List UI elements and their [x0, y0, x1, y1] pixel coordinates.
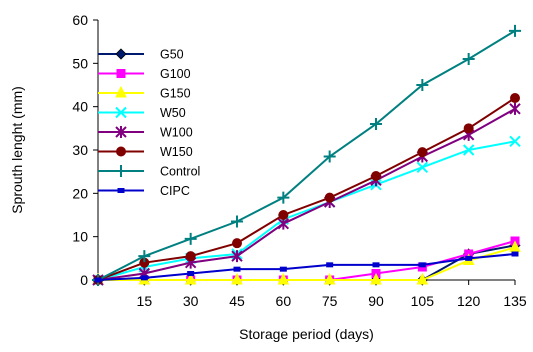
legend: G50 G100 G150 W50 W100 W150 Control CIPC — [98, 48, 200, 198]
legend-marker-cipc — [117, 188, 125, 193]
x-tick-label: 30 — [183, 293, 199, 309]
x-ticks: 15 30 45 60 75 90 105 120 135 — [97, 280, 527, 309]
legend-label-w150: W150 — [160, 145, 193, 159]
legend-marker-g150 — [115, 85, 127, 98]
series-line-cipc — [97, 253, 516, 281]
data-point-g150 — [370, 272, 382, 285]
series-g50 — [92, 239, 521, 286]
series-line-w50 — [97, 140, 516, 281]
data-point-cipc — [326, 262, 334, 268]
data-point-g150 — [323, 272, 336, 285]
data-point-w150 — [371, 171, 381, 181]
data-point-w150 — [417, 147, 428, 158]
data-point-cipc — [233, 266, 241, 272]
data-point-control — [323, 150, 336, 163]
series-group — [92, 24, 521, 286]
y-axis-title: Sprouth lenght (mm) — [9, 86, 25, 214]
x-tick-label: 60 — [276, 293, 292, 309]
data-point-cipc — [372, 262, 380, 268]
legend-label-cipc: CIPC — [160, 184, 190, 198]
legend-label-g100: G100 — [160, 67, 191, 81]
y-tick-label: 40 — [72, 99, 88, 115]
legend-marker-w50 — [115, 106, 127, 119]
series-line-w150 — [97, 97, 516, 281]
y-tick-label: 20 — [72, 185, 88, 201]
series-line-w100 — [97, 107, 516, 281]
legend-marker-w100 — [115, 126, 127, 138]
legend-item-cipc: CIPC — [98, 184, 190, 198]
legend-label-control: Control — [160, 165, 200, 179]
data-point-control — [509, 24, 521, 37]
data-point-cipc — [187, 271, 195, 276]
data-point-w150 — [185, 251, 196, 262]
legend-marker-g50 — [115, 48, 127, 60]
x-tick-label: 15 — [137, 293, 153, 309]
legend-marker-control — [115, 165, 127, 177]
legend-item-g50: G50 — [98, 48, 184, 62]
data-point-w50 — [416, 161, 429, 174]
series-g150 — [92, 240, 521, 285]
y-tick-label: 0 — [80, 272, 88, 288]
x-tick-label: 135 — [503, 293, 527, 309]
x-tick-label: 90 — [368, 293, 384, 309]
data-point-g150 — [277, 272, 290, 285]
series-w50 — [92, 135, 521, 286]
series-cipc — [94, 251, 519, 283]
data-point-w100 — [509, 102, 521, 115]
legend-marker-w150 — [116, 146, 126, 157]
series-control — [92, 24, 521, 286]
data-point-w50 — [509, 135, 521, 148]
data-point-w150 — [278, 210, 289, 220]
data-point-control — [138, 250, 151, 263]
series-line-control — [97, 29, 516, 281]
data-point-g150 — [184, 272, 197, 285]
legend-item-w100: W100 — [98, 126, 193, 140]
x-tick-label: 45 — [229, 293, 245, 309]
data-point-cipc — [94, 277, 102, 283]
legend-label-w50: W50 — [160, 106, 186, 120]
y-tick-label: 60 — [72, 12, 88, 28]
x-tick-label: 105 — [411, 293, 435, 309]
x-tick-label: 120 — [457, 293, 481, 309]
series-line-g150 — [98, 246, 516, 281]
data-point-cipc — [465, 255, 473, 261]
legend-item-w150: W150 — [98, 145, 193, 159]
data-point-cipc — [140, 275, 148, 281]
data-point-g150 — [231, 272, 243, 285]
x-axis-title: Storage period (days) — [239, 326, 374, 342]
x-tick-label: 75 — [322, 293, 338, 309]
legend-label-w100: W100 — [160, 126, 193, 140]
data-point-w150 — [463, 123, 474, 134]
data-point-g150 — [416, 272, 429, 285]
legend-label-g150: G150 — [160, 87, 191, 101]
data-point-w150 — [324, 192, 335, 203]
data-point-w150 — [232, 238, 242, 249]
data-point-w150 — [510, 93, 520, 103]
legend-item-control: Control — [98, 165, 200, 179]
data-point-control — [184, 232, 197, 245]
legend-item-g100: G100 — [98, 67, 191, 81]
data-point-cipc — [511, 251, 519, 257]
data-point-w50 — [462, 144, 475, 156]
legend-label-g50: G50 — [160, 48, 184, 62]
legend-marker-g100 — [116, 69, 126, 78]
data-point-control — [277, 191, 290, 204]
y-tick-label: 50 — [72, 55, 88, 71]
data-point-cipc — [279, 266, 287, 272]
legend-item-w50: W50 — [98, 106, 186, 120]
y-ticks: 0 10 20 30 40 50 60 — [72, 12, 98, 288]
data-point-control — [416, 79, 429, 91]
legend-item-g150: G150 — [98, 85, 191, 101]
y-tick-label: 30 — [72, 142, 88, 158]
data-point-w100 — [231, 250, 243, 263]
series-w150 — [93, 93, 520, 285]
data-point-cipc — [418, 262, 426, 268]
data-point-control — [370, 118, 382, 130]
y-tick-label: 10 — [72, 229, 88, 245]
data-point-control — [462, 53, 475, 65]
data-point-control — [231, 215, 243, 228]
